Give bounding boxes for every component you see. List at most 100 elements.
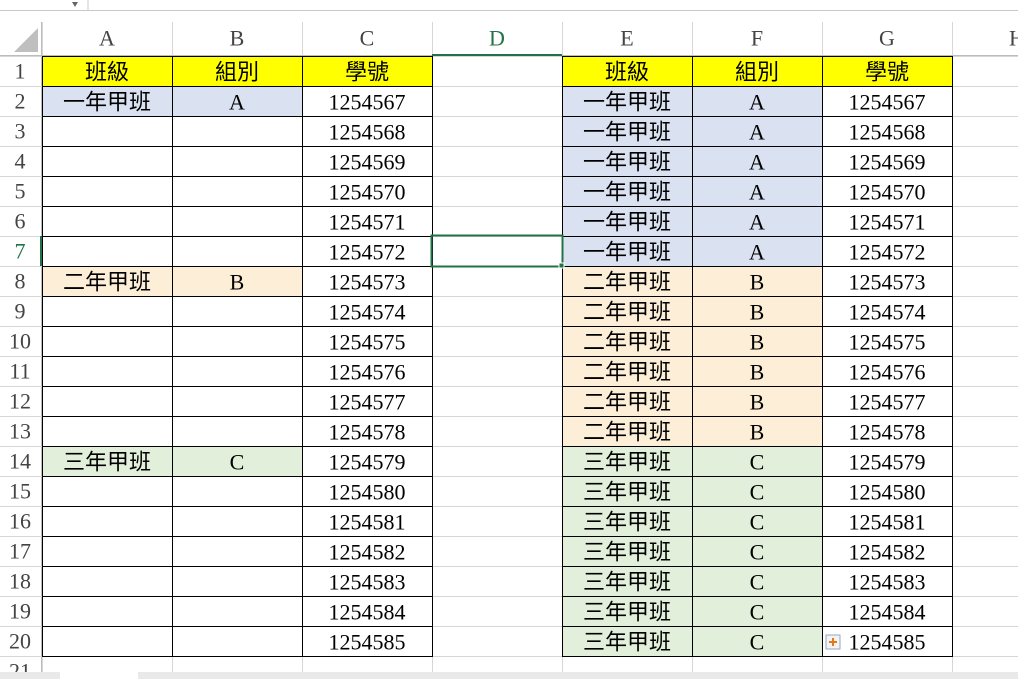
sheet-tab[interactable] bbox=[60, 672, 138, 679]
group-cell[interactable]: B bbox=[750, 330, 765, 355]
group-cell[interactable]: B bbox=[750, 420, 765, 445]
group-cell[interactable]: B bbox=[750, 390, 765, 415]
column-header[interactable]: B bbox=[230, 26, 245, 51]
table-header[interactable]: 組別 bbox=[215, 60, 259, 85]
id-cell[interactable]: 1254585 bbox=[329, 630, 406, 655]
id-cell[interactable]: 1254584 bbox=[849, 600, 926, 625]
group-cell[interactable]: C bbox=[750, 510, 765, 535]
active-cell[interactable] bbox=[430, 234, 564, 268]
row-header[interactable]: 16 bbox=[9, 509, 31, 534]
class-cell[interactable]: 一年甲班 bbox=[583, 210, 671, 235]
id-cell[interactable]: 1254584 bbox=[329, 600, 406, 625]
id-cell[interactable]: 1254571 bbox=[329, 210, 406, 235]
id-cell[interactable]: 1254568 bbox=[329, 120, 406, 145]
id-cell[interactable]: 1254570 bbox=[329, 180, 406, 205]
column-header[interactable]: E bbox=[620, 26, 633, 51]
group-cell[interactable]: B bbox=[230, 270, 245, 295]
group-cell[interactable]: A bbox=[749, 240, 765, 265]
class-cell[interactable]: 二年甲班 bbox=[583, 360, 671, 385]
table-header[interactable]: 學號 bbox=[345, 60, 389, 85]
row-header[interactable]: 9 bbox=[15, 299, 26, 324]
class-cell[interactable]: 三年甲班 bbox=[583, 540, 671, 565]
row-header[interactable]: 5 bbox=[15, 179, 26, 204]
row-header[interactable]: 17 bbox=[9, 539, 31, 564]
group-cell[interactable]: A bbox=[749, 150, 765, 175]
row-header[interactable]: 6 bbox=[15, 209, 26, 234]
id-cell[interactable]: 1254572 bbox=[849, 240, 926, 265]
class-cell[interactable]: 二年甲班 bbox=[583, 390, 671, 415]
group-cell[interactable]: A bbox=[229, 90, 245, 115]
row-header[interactable]: 20 bbox=[9, 629, 31, 654]
class-cell[interactable]: 三年甲班 bbox=[583, 480, 671, 505]
row-header[interactable]: 11 bbox=[9, 359, 30, 384]
id-cell[interactable]: 1254580 bbox=[849, 480, 926, 505]
row-header[interactable]: 12 bbox=[9, 389, 31, 414]
class-cell[interactable]: 一年甲班 bbox=[583, 150, 671, 175]
id-cell[interactable]: 1254567 bbox=[849, 90, 926, 115]
table-header[interactable]: 班級 bbox=[605, 60, 649, 85]
id-cell[interactable]: 1254575 bbox=[329, 330, 406, 355]
class-cell[interactable]: 一年甲班 bbox=[583, 240, 671, 265]
id-cell[interactable]: 1254577 bbox=[849, 390, 926, 415]
id-cell[interactable]: 1254574 bbox=[849, 300, 926, 325]
table-header[interactable]: 班級 bbox=[85, 60, 129, 85]
fill-handle[interactable] bbox=[558, 262, 565, 269]
table-header[interactable]: 學號 bbox=[865, 60, 909, 85]
group-cell[interactable]: C bbox=[750, 630, 765, 655]
class-cell[interactable]: 一年甲班 bbox=[63, 90, 151, 115]
group-cell[interactable]: C bbox=[750, 450, 765, 475]
id-cell[interactable]: 1254578 bbox=[849, 420, 926, 445]
group-cell[interactable]: C bbox=[750, 570, 765, 595]
group-cell[interactable]: C bbox=[750, 480, 765, 505]
id-cell[interactable]: 1254585 bbox=[849, 630, 926, 655]
id-cell[interactable]: 1254570 bbox=[849, 180, 926, 205]
table-header[interactable]: 組別 bbox=[735, 60, 779, 85]
class-cell[interactable]: 二年甲班 bbox=[583, 270, 671, 295]
id-cell[interactable]: 1254575 bbox=[849, 330, 926, 355]
class-cell[interactable]: 二年甲班 bbox=[583, 330, 671, 355]
id-cell[interactable]: 1254573 bbox=[329, 270, 406, 295]
row-header[interactable]: 19 bbox=[9, 599, 31, 624]
class-cell[interactable]: 一年甲班 bbox=[583, 180, 671, 205]
class-cell[interactable]: 二年甲班 bbox=[583, 300, 671, 325]
class-cell[interactable]: 三年甲班 bbox=[583, 570, 671, 595]
id-cell[interactable]: 1254582 bbox=[329, 540, 406, 565]
id-cell[interactable]: 1254582 bbox=[849, 540, 926, 565]
id-cell[interactable]: 1254581 bbox=[849, 510, 926, 535]
row-header[interactable]: 4 bbox=[15, 149, 26, 174]
column-header[interactable]: D bbox=[489, 26, 505, 51]
column-header[interactable]: G bbox=[879, 26, 895, 51]
row-header[interactable]: 18 bbox=[9, 569, 31, 594]
id-cell[interactable]: 1254577 bbox=[329, 390, 406, 415]
row-header[interactable]: 8 bbox=[15, 269, 26, 294]
id-cell[interactable]: 1254583 bbox=[849, 570, 926, 595]
group-cell[interactable]: B bbox=[750, 270, 765, 295]
class-cell[interactable]: 二年甲班 bbox=[583, 420, 671, 445]
class-cell[interactable]: 一年甲班 bbox=[583, 90, 671, 115]
id-cell[interactable]: 1254579 bbox=[329, 450, 406, 475]
class-cell[interactable]: 二年甲班 bbox=[63, 270, 151, 295]
id-cell[interactable]: 1254580 bbox=[329, 480, 406, 505]
class-cell[interactable]: 三年甲班 bbox=[583, 510, 671, 535]
id-cell[interactable]: 1254578 bbox=[329, 420, 406, 445]
class-cell[interactable]: 一年甲班 bbox=[583, 120, 671, 145]
group-cell[interactable]: B bbox=[750, 300, 765, 325]
id-cell[interactable]: 1254581 bbox=[329, 510, 406, 535]
id-cell[interactable]: 1254569 bbox=[329, 150, 406, 175]
column-header[interactable]: A bbox=[99, 26, 115, 51]
select-all-corner[interactable] bbox=[14, 28, 38, 52]
group-cell[interactable]: A bbox=[749, 120, 765, 145]
row-header[interactable]: 13 bbox=[9, 419, 31, 444]
group-cell[interactable]: A bbox=[749, 180, 765, 205]
row-header[interactable]: 3 bbox=[15, 119, 26, 144]
group-cell[interactable]: C bbox=[750, 600, 765, 625]
class-cell[interactable]: 三年甲班 bbox=[583, 450, 671, 475]
group-cell[interactable]: C bbox=[230, 450, 245, 475]
column-header[interactable]: H bbox=[1009, 26, 1018, 51]
row-header[interactable]: 7 bbox=[15, 239, 26, 264]
id-cell[interactable]: 1254579 bbox=[849, 450, 926, 475]
row-header[interactable]: 15 bbox=[9, 479, 31, 504]
id-cell[interactable]: 1254567 bbox=[329, 90, 406, 115]
id-cell[interactable]: 1254583 bbox=[329, 570, 406, 595]
